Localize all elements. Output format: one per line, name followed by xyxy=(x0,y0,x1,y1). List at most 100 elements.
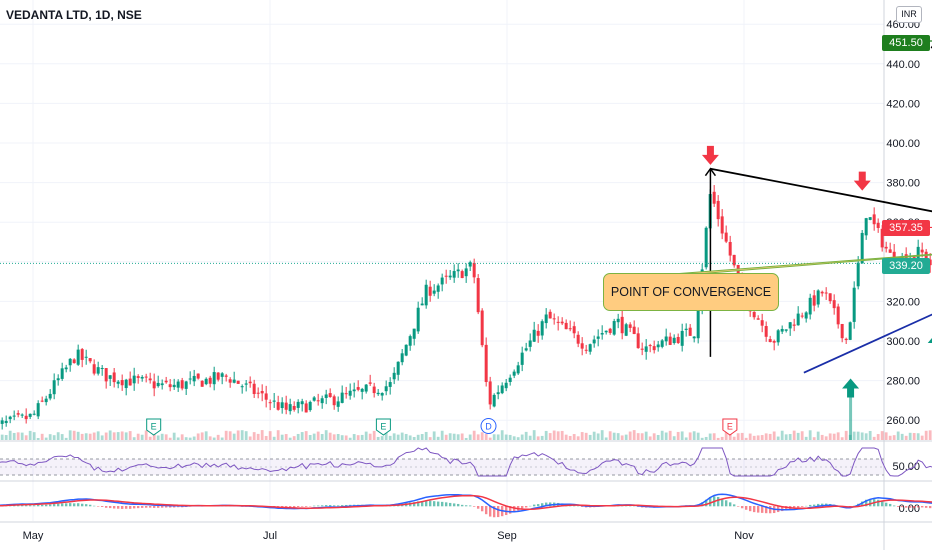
volume-bar xyxy=(912,433,916,440)
volume-bar xyxy=(116,432,120,440)
macd-histogram-bar xyxy=(68,503,72,507)
convergence-label[interactable]: POINT OF CONVERGENCE xyxy=(603,273,779,311)
candle-body xyxy=(524,348,528,351)
candle-body xyxy=(436,285,440,292)
volume-bar xyxy=(520,434,524,440)
event-badge-label: E xyxy=(151,422,157,432)
candle-body xyxy=(544,314,548,324)
macd-histogram-bar xyxy=(120,506,124,509)
macd-histogram-bar xyxy=(48,504,52,507)
volume-bar xyxy=(536,436,540,440)
candle-body xyxy=(260,391,264,394)
volume-bar xyxy=(892,435,896,440)
candle-body xyxy=(132,375,136,384)
volume-bar xyxy=(88,433,92,440)
volume-bar xyxy=(508,434,512,440)
volume-bar xyxy=(356,435,360,440)
earnings-badge xyxy=(722,418,738,436)
candle-body xyxy=(236,380,240,384)
candle-body xyxy=(492,394,496,407)
macd-histogram-bar xyxy=(708,497,712,507)
volume-bar xyxy=(476,434,480,440)
volume-bar xyxy=(32,432,36,440)
macd-histogram-bar xyxy=(152,506,156,508)
candle-body xyxy=(612,321,616,335)
volume-bar xyxy=(132,437,136,440)
price-axis-label: 400.00 xyxy=(886,138,920,150)
macd-histogram-bar xyxy=(780,506,784,512)
volume-bar xyxy=(152,432,156,440)
volume-bar xyxy=(44,437,48,440)
macd-histogram-bar xyxy=(748,506,752,512)
volume-bar xyxy=(372,430,376,440)
candle-body xyxy=(352,389,356,392)
volume-bar xyxy=(144,430,148,440)
candle-body xyxy=(224,375,228,377)
candle-body xyxy=(512,371,516,376)
volume-bar xyxy=(868,430,872,440)
candle-body xyxy=(12,415,16,417)
volume-bar xyxy=(856,431,860,440)
macd-histogram-bar xyxy=(816,503,820,507)
macd-histogram-bar xyxy=(328,505,332,507)
macd-histogram-bar xyxy=(140,506,144,508)
volume-bar xyxy=(164,434,168,440)
volume-bar xyxy=(596,433,600,440)
volume-bar xyxy=(888,435,892,440)
candle-body xyxy=(468,262,472,267)
volume-bar xyxy=(20,432,24,440)
volume-bar xyxy=(28,430,32,440)
candle-body xyxy=(728,241,732,256)
candle-body xyxy=(164,380,168,383)
volume-bar xyxy=(120,431,124,440)
candle-body xyxy=(916,246,920,260)
candle-body xyxy=(580,343,584,349)
candle-body xyxy=(336,401,340,407)
candle-body xyxy=(368,382,372,384)
candle-body xyxy=(68,358,72,366)
volume-bar xyxy=(896,431,900,440)
candle-body xyxy=(836,306,840,325)
macd-histogram-bar xyxy=(716,496,720,507)
candle-body xyxy=(768,339,772,343)
macd-histogram-bar xyxy=(800,506,804,507)
volume-bar xyxy=(236,430,240,440)
macd-histogram-bar xyxy=(324,505,328,507)
volume-bar xyxy=(716,437,720,440)
candle-body xyxy=(464,268,468,277)
volume-bar xyxy=(832,433,836,440)
macd-histogram-bar xyxy=(540,503,544,507)
volume-bar xyxy=(48,434,52,440)
candle-body xyxy=(56,378,60,381)
currency-button[interactable]: INR xyxy=(896,6,922,23)
macd-histogram-bar xyxy=(332,505,336,507)
volume-bar xyxy=(352,434,356,440)
volume-bar xyxy=(816,431,820,440)
volume-bar xyxy=(156,435,160,440)
volume-bar xyxy=(552,430,556,440)
volume-bar xyxy=(456,434,460,440)
volume-bar xyxy=(344,435,348,440)
macd-histogram-bar xyxy=(420,500,424,507)
volume-bar xyxy=(264,435,268,440)
candle-body xyxy=(384,386,388,392)
candle-body xyxy=(48,393,52,399)
candle-body xyxy=(452,271,456,278)
macd-histogram-bar xyxy=(484,506,488,515)
volume-bar xyxy=(424,431,428,440)
volume-bar xyxy=(884,432,888,440)
volume-bar xyxy=(528,435,532,440)
volume-bar xyxy=(492,434,496,440)
macd-histogram-bar xyxy=(156,506,160,508)
resistance-price-tag: 357.35 xyxy=(882,220,930,236)
volume-bar xyxy=(180,434,184,440)
volume-bar xyxy=(12,432,16,440)
volume-bar xyxy=(712,433,716,440)
candle-body xyxy=(840,323,844,339)
volume-bar xyxy=(92,432,96,440)
macd-histogram-bar xyxy=(740,506,744,509)
macd-histogram-bar xyxy=(432,501,436,507)
volume-bar xyxy=(16,432,20,440)
volume-bar xyxy=(232,433,236,440)
